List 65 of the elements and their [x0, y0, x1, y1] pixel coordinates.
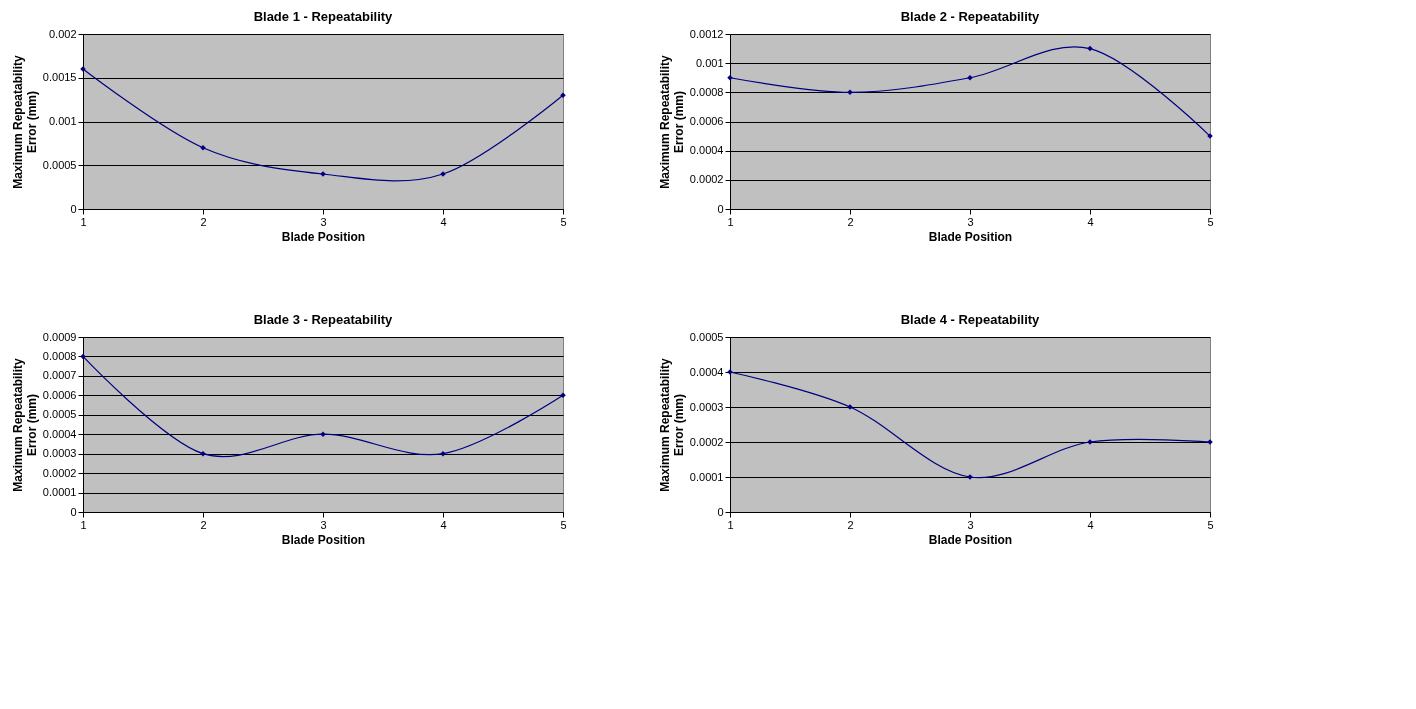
- y-axis-title: Maximum Repeatability Error (mm): [657, 357, 686, 492]
- y-tick-label: 0.0005: [42, 158, 77, 171]
- x-tick-label: 5: [1207, 518, 1214, 531]
- y-tick-label: 0.0008: [42, 349, 77, 362]
- x-tick-label: 4: [1087, 215, 1094, 228]
- y-tick-label: 0.0003: [689, 400, 724, 413]
- x-tick-label: 2: [847, 215, 854, 228]
- y-tick-label: 0.0005: [689, 330, 724, 343]
- x-tick-label: 4: [440, 215, 447, 228]
- y-axis-title: Maximum Repeatability Error (mm): [657, 54, 686, 189]
- y-axis-title: Maximum Repeatability Error (mm): [10, 54, 39, 189]
- y-tick-label: 0.0005: [42, 408, 77, 421]
- x-tick-label: 2: [200, 518, 207, 531]
- x-tick-label: 2: [847, 518, 854, 531]
- chart-title: Blade 2 - Repeatability: [900, 9, 1041, 24]
- x-tick-label: 1: [727, 518, 734, 531]
- x-tick-label: 5: [1207, 215, 1214, 228]
- x-tick-label: 4: [1087, 518, 1094, 531]
- y-tick-label: 0.0002: [42, 466, 77, 479]
- y-tick-label: 0.0009: [42, 330, 77, 343]
- y-tick-label: 0.001: [48, 115, 77, 127]
- x-tick-label: 4: [440, 518, 447, 531]
- y-tick-label: 0: [717, 505, 724, 518]
- x-tick-label: 5: [560, 215, 567, 228]
- y-tick-label: 0.002: [48, 27, 77, 40]
- y-tick-label: 0.001: [695, 56, 724, 69]
- y-tick-label: 0.0003: [42, 447, 77, 460]
- x-tick-label: 3: [967, 215, 974, 228]
- x-tick-label: 3: [320, 518, 327, 531]
- y-tick-label: 0.0002: [689, 435, 724, 448]
- x-tick-label: 1: [80, 518, 87, 531]
- x-tick-label: 3: [967, 518, 974, 531]
- x-axis-title: Blade Position: [928, 229, 1013, 244]
- x-axis-title: Blade Position: [281, 532, 366, 547]
- y-tick-label: 0.0002: [689, 173, 724, 186]
- y-tick-label: 0.0007: [42, 369, 77, 382]
- x-axis-title: Blade Position: [928, 532, 1013, 547]
- y-tick-label: 0.0004: [689, 365, 724, 378]
- x-tick-label: 5: [560, 518, 567, 531]
- point: [440, 450, 446, 457]
- y-tick-label: 0: [717, 202, 724, 215]
- y-tick-label: 0.0006: [689, 115, 724, 127]
- point: [847, 89, 853, 96]
- y-tick-label: 0.0001: [42, 486, 77, 499]
- chart-title: Blade 3 - Repeatability: [253, 312, 394, 327]
- point: [560, 392, 566, 399]
- y-tick-label: 0.0004: [689, 144, 724, 157]
- y-tick-label: 0.0012: [689, 27, 724, 40]
- point: [1087, 45, 1093, 52]
- y-tick-label: 0.0001: [689, 470, 724, 483]
- x-tick-label: 3: [320, 215, 327, 228]
- x-tick-label: 1: [727, 215, 734, 228]
- chart-title: Blade 4 - Repeatability: [900, 312, 1041, 327]
- y-axis-title: Maximum Repeatability Error (mm): [10, 357, 39, 492]
- y-tick-label: 0.0015: [42, 71, 77, 84]
- x-axis-title: Blade Position: [281, 229, 366, 244]
- x-tick-label: 2: [200, 215, 207, 228]
- chart-title: Blade 1 - Repeatability: [253, 9, 394, 24]
- y-tick-label: 0.0004: [42, 427, 77, 440]
- y-tick-label: 0: [70, 505, 77, 518]
- y-tick-label: 0: [70, 202, 77, 215]
- y-tick-label: 0.0006: [42, 388, 77, 401]
- point: [200, 450, 206, 457]
- x-tick-label: 1: [80, 215, 87, 228]
- y-tick-label: 0.0008: [689, 85, 724, 98]
